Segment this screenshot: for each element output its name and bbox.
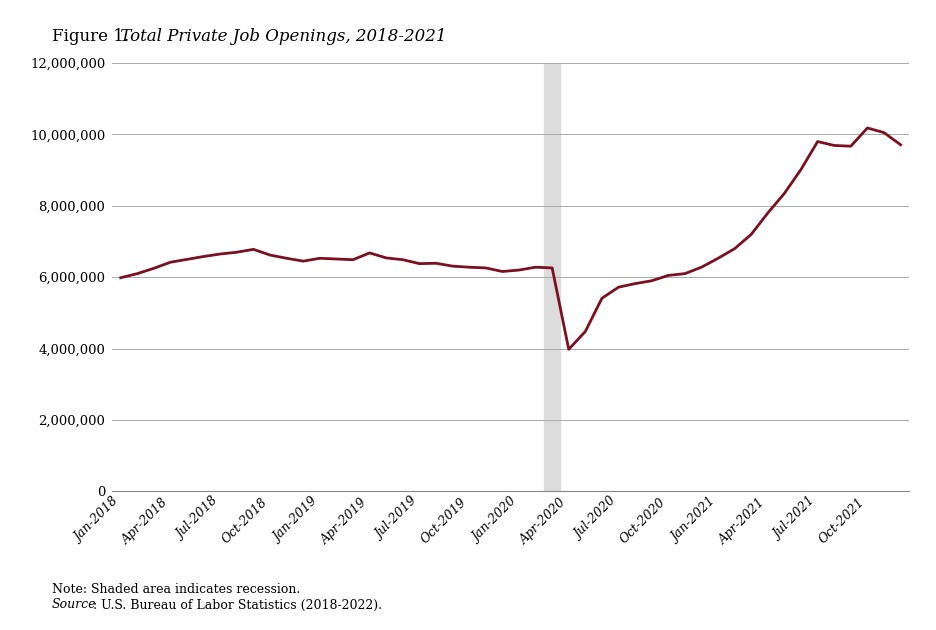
Text: Source: Source: [51, 598, 95, 612]
Bar: [543, 63, 560, 491]
Text: Total Private Job Openings, 2018-2021: Total Private Job Openings, 2018-2021: [115, 28, 446, 45]
Text: : U.S. Bureau of Labor Statistics (2018-2022).: : U.S. Bureau of Labor Statistics (2018-…: [93, 598, 381, 612]
Text: Note: Shaded area indicates recession.: Note: Shaded area indicates recession.: [51, 583, 300, 596]
Text: Figure 1.: Figure 1.: [51, 28, 128, 45]
